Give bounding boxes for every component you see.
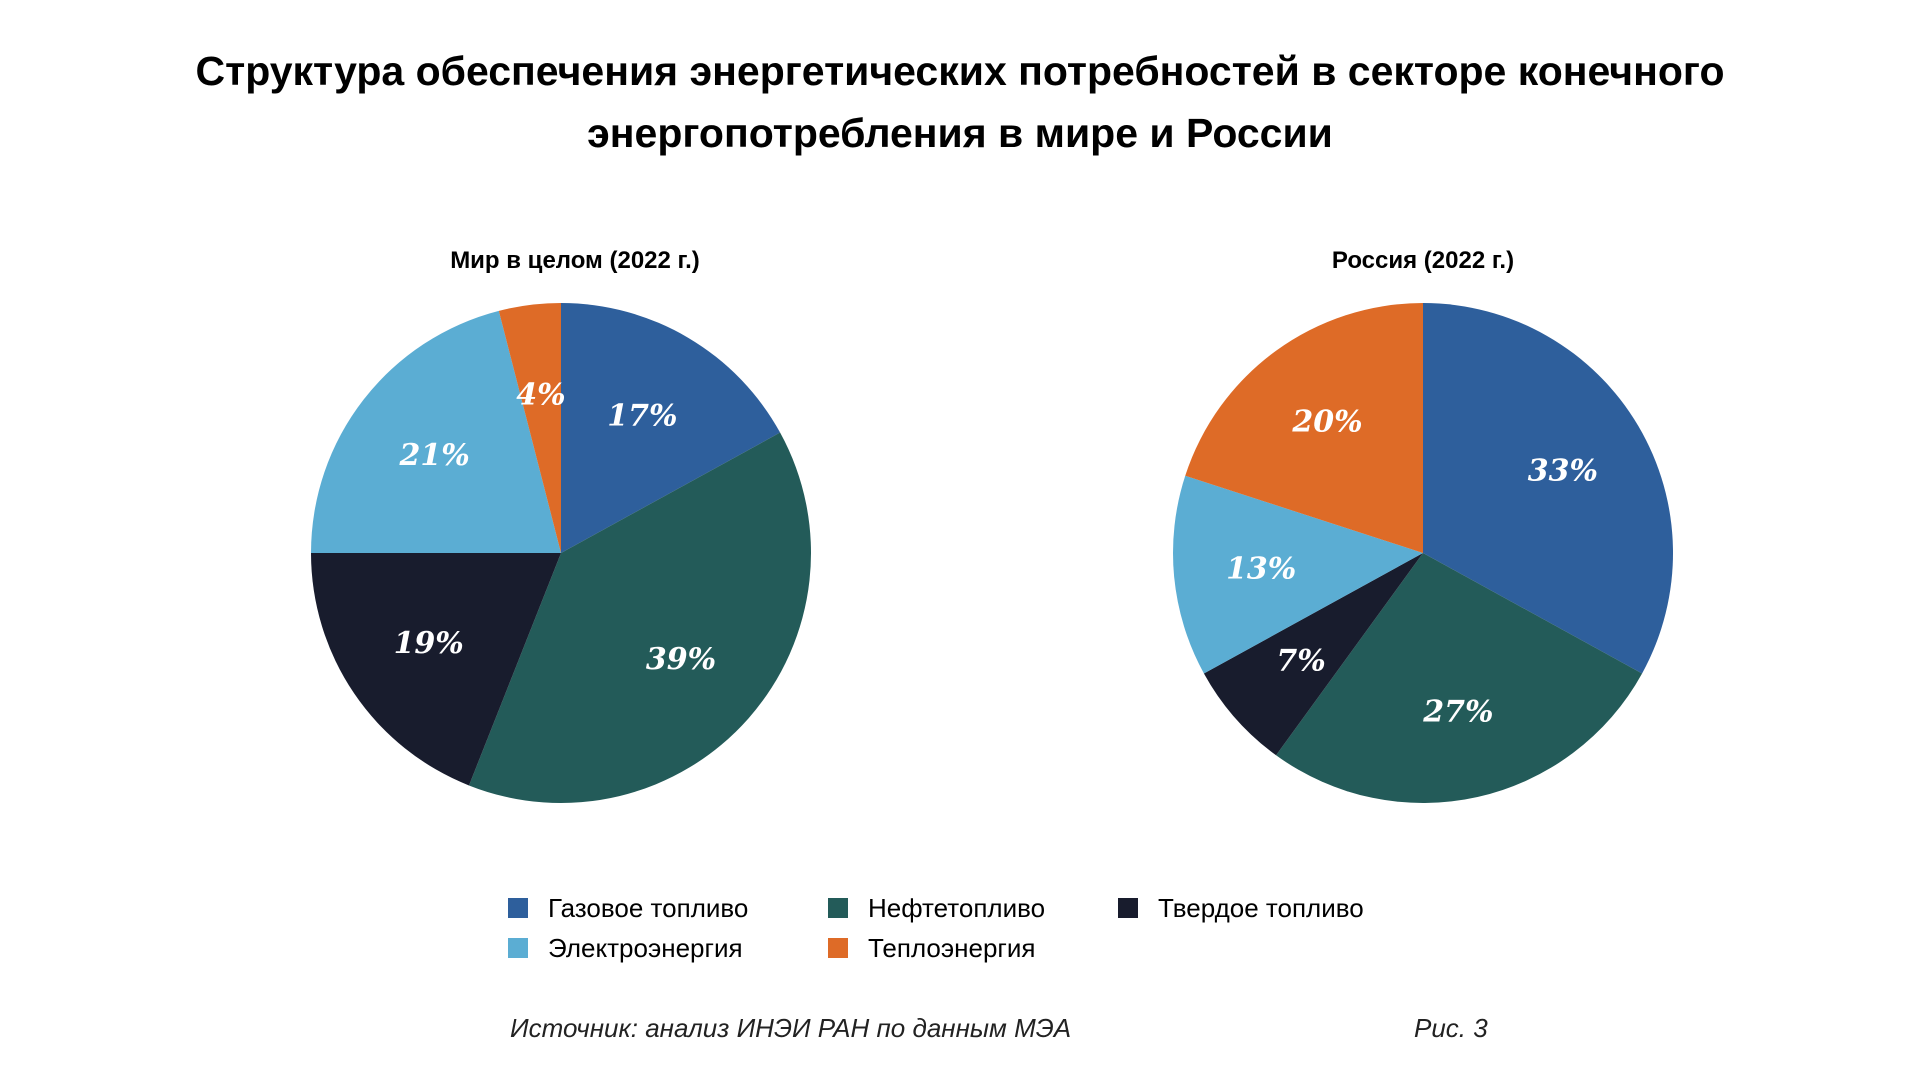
- world-slice-electricity: [311, 310, 561, 553]
- russia-slice-gas: [1423, 303, 1674, 674]
- legend-label-heat: Теплоэнергия: [868, 932, 1036, 963]
- legend-label-electricity: Электроэнергия: [548, 932, 743, 963]
- russia-slice-label-oil: 27%: [1422, 695, 1493, 730]
- world-pie-chart: Мир в целом (2022 г.) 17% 39% 19% 21% 4%: [311, 247, 812, 803]
- legend-item-solid: Твердое топливо: [1118, 893, 1438, 923]
- world-slice-label-oil: 39%: [646, 642, 716, 677]
- russia-slice-heat: [1185, 303, 1423, 553]
- source-note: Источник: анализ ИНЭИ РАН по данным МЭА: [510, 1013, 1072, 1043]
- world-slice-label-electricity: 21%: [398, 438, 469, 473]
- russia-pie-chart: Россия (2022 г.) 33% 27% 7% 13% 20%: [1173, 247, 1674, 804]
- world-slice-label-solid: 19%: [394, 626, 464, 661]
- figure-number: Рис. 3: [1414, 1013, 1488, 1043]
- russia-chart-title: Россия (2022 г.): [1332, 247, 1514, 274]
- russia-slice-solid: [1203, 553, 1423, 756]
- legend-item-gas: Газовое топливо: [508, 893, 828, 923]
- legend-swatch-solid: [1118, 898, 1138, 918]
- russia-slice-label-electricity: 13%: [1226, 551, 1296, 586]
- legend: Газовое топливо Нефтетопливо Твердое топли…: [508, 893, 1488, 963]
- legend-swatch-heat: [828, 938, 848, 958]
- world-slice-heat: [498, 303, 561, 553]
- russia-slice-oil: [1276, 553, 1643, 804]
- russia-slice-electricity: [1173, 475, 1423, 674]
- legend-label-oil: Нефтетопливо: [868, 892, 1046, 923]
- legend-swatch-electricity: [508, 938, 528, 958]
- world-slice-solid: [311, 553, 561, 786]
- legend-item-electricity: Электроэнергия: [508, 933, 828, 963]
- legend-label-solid: Твердое топливо: [1158, 892, 1364, 923]
- legend-item-oil: Нефтетопливо: [828, 893, 1118, 923]
- russia-slice-label-heat: 20%: [1291, 405, 1362, 440]
- world-slice-label-heat: 4%: [516, 377, 565, 412]
- russia-slice-label-gas: 33%: [1528, 453, 1598, 488]
- legend-swatch-gas: [508, 898, 528, 918]
- russia-slice-label-solid: 7%: [1276, 644, 1325, 679]
- legend-item-heat: Теплоэнергия: [828, 933, 1118, 963]
- world-slice-label-gas: 17%: [607, 398, 677, 433]
- legend-label-gas: Газовое топливо: [548, 892, 749, 923]
- legend-swatch-oil: [828, 898, 848, 918]
- title-line-2: энергопотребления в мире и России: [587, 110, 1333, 156]
- world-slice-oil: [468, 432, 812, 803]
- page-title: Структура обеспечения энергетических пот…: [0, 40, 1920, 164]
- title-line-1: Структура обеспечения энергетических пот…: [195, 48, 1725, 94]
- pie-charts: Мир в целом (2022 г.) 17% 39% 19% 21% 4% Рос…: [311, 247, 1674, 804]
- world-slice-gas: [561, 303, 781, 553]
- world-chart-title: Мир в целом (2022 г.): [450, 247, 700, 274]
